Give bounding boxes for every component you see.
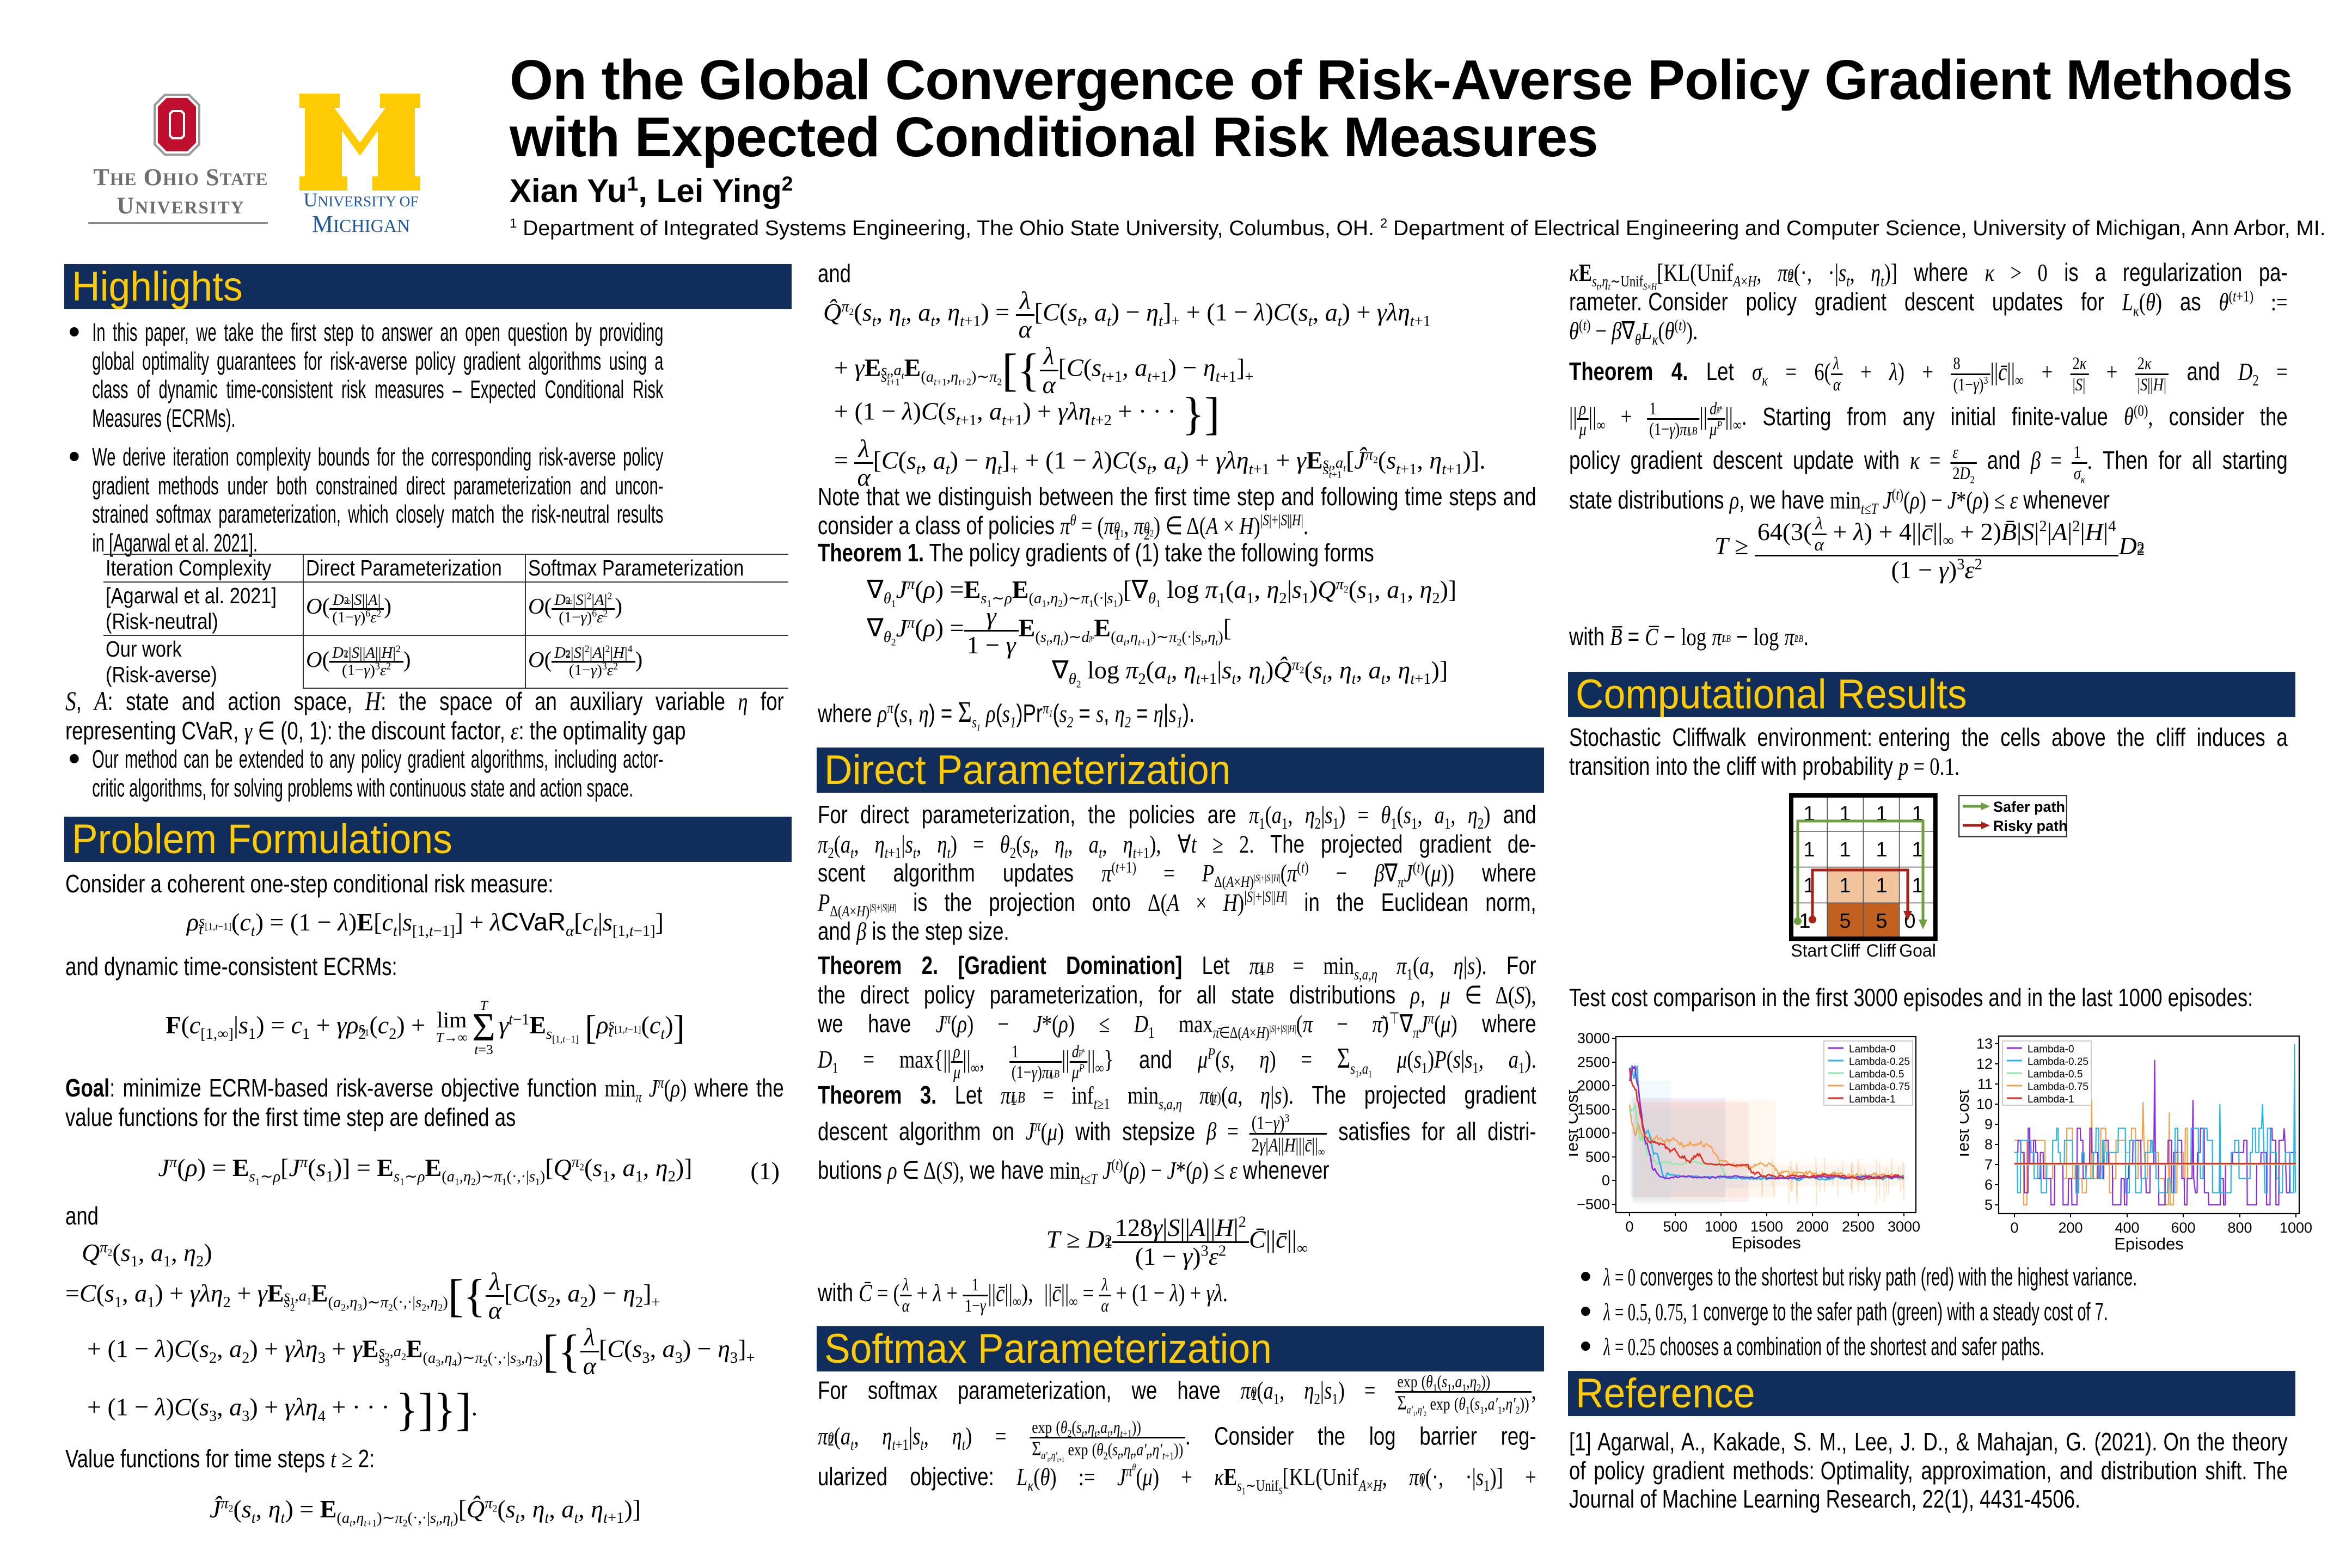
svg-text:1: 1 <box>1876 874 1887 897</box>
svg-text:Test Cost: Test Cost <box>1960 1089 1973 1160</box>
svg-text:1500: 1500 <box>1750 1218 1783 1235</box>
svg-text:1000: 1000 <box>2280 1220 2312 1236</box>
svg-text:2000: 2000 <box>1796 1218 1829 1235</box>
svg-text:Test Cost: Test Cost <box>1569 1089 1582 1160</box>
svg-text:1500: 1500 <box>1577 1101 1610 1118</box>
svg-text:Cliff: Cliff <box>1866 941 1896 960</box>
svg-text:Lambda-1: Lambda-1 <box>1849 1094 1896 1105</box>
svg-text:1: 1 <box>1912 838 1923 861</box>
svg-text:12: 12 <box>1976 1056 1993 1072</box>
svg-text:11: 11 <box>1977 1076 1993 1092</box>
svg-text:5: 5 <box>1839 910 1851 933</box>
svg-text:5: 5 <box>1984 1197 1993 1213</box>
svg-text:Safer path: Safer path <box>1993 799 2065 815</box>
svg-text:1: 1 <box>1912 874 1923 897</box>
svg-text:500: 500 <box>1585 1149 1610 1165</box>
svg-text:3000: 3000 <box>1888 1218 1920 1235</box>
svg-text:Lambda-0.25: Lambda-0.25 <box>2028 1056 2088 1068</box>
svg-text:10: 10 <box>1976 1096 1993 1112</box>
svg-text:400: 400 <box>2115 1220 2139 1236</box>
svg-text:9: 9 <box>1984 1116 1993 1132</box>
svg-text:Lambda-0.75: Lambda-0.75 <box>2028 1081 2088 1093</box>
svg-text:200: 200 <box>2058 1220 2082 1236</box>
svg-text:−500: −500 <box>1577 1196 1610 1212</box>
svg-text:1000: 1000 <box>1577 1125 1610 1141</box>
svg-text:5: 5 <box>1876 910 1887 933</box>
svg-text:600: 600 <box>2171 1220 2195 1236</box>
svg-text:2500: 2500 <box>1842 1218 1875 1235</box>
svg-text:1000: 1000 <box>1705 1218 1737 1235</box>
svg-text:Lambda-0.75: Lambda-0.75 <box>1849 1081 1910 1093</box>
svg-text:2000: 2000 <box>1577 1077 1610 1094</box>
svg-text:2500: 2500 <box>1577 1054 1610 1070</box>
svg-text:Lambda-0: Lambda-0 <box>2028 1044 2074 1055</box>
svg-text:Goal: Goal <box>1899 941 1936 960</box>
svg-text:1: 1 <box>1803 838 1815 861</box>
svg-text:1: 1 <box>1839 874 1851 897</box>
svg-text:1: 1 <box>1839 838 1851 861</box>
svg-text:Cliff: Cliff <box>1830 941 1860 960</box>
svg-text:0: 0 <box>1602 1172 1610 1189</box>
svg-text:Lambda-0.5: Lambda-0.5 <box>2028 1069 2082 1080</box>
svg-text:7: 7 <box>1984 1156 1993 1173</box>
svg-text:13: 13 <box>1976 1036 1993 1052</box>
svg-text:800: 800 <box>2227 1220 2252 1236</box>
svg-text:1: 1 <box>1799 910 1810 933</box>
svg-text:3000: 3000 <box>1577 1030 1610 1046</box>
svg-text:500: 500 <box>1663 1218 1687 1235</box>
svg-text:Lambda-1: Lambda-1 <box>2028 1094 2074 1105</box>
svg-text:6: 6 <box>1984 1177 1993 1193</box>
svg-text:Episodes: Episodes <box>1731 1233 1801 1252</box>
svg-text:8: 8 <box>1984 1136 1993 1153</box>
svg-text:Lambda-0: Lambda-0 <box>1849 1044 1896 1055</box>
svg-text:0: 0 <box>2010 1220 2018 1236</box>
svg-text:Start: Start <box>1791 941 1828 960</box>
svg-text:0: 0 <box>1625 1218 1633 1235</box>
svg-text:Risky path: Risky path <box>1993 818 2067 834</box>
svg-text:Episodes: Episodes <box>2114 1234 2184 1252</box>
svg-text:Lambda-0.5: Lambda-0.5 <box>1849 1069 1904 1080</box>
svg-text:1: 1 <box>1876 838 1887 861</box>
svg-text:Lambda-0.25: Lambda-0.25 <box>1849 1056 1910 1068</box>
